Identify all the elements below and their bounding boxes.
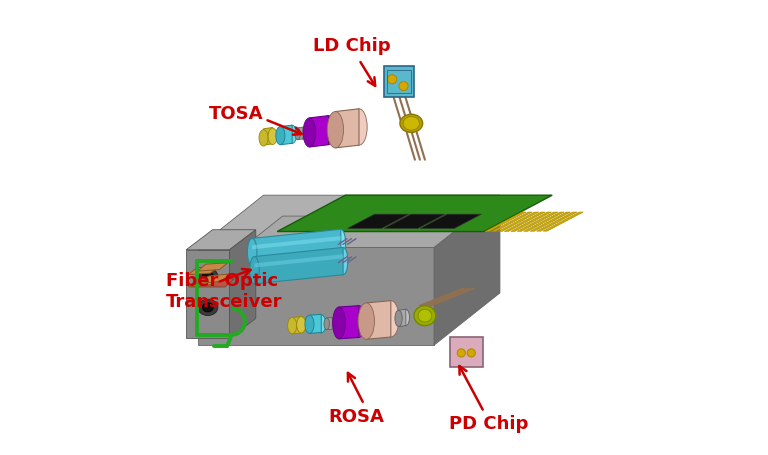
- Ellipse shape: [259, 131, 268, 147]
- Ellipse shape: [288, 318, 296, 334]
- Ellipse shape: [198, 299, 218, 316]
- Polygon shape: [298, 128, 303, 141]
- Text: Fiber Optic
Transceiver: Fiber Optic Transceiver: [166, 272, 283, 310]
- Polygon shape: [254, 255, 343, 268]
- Ellipse shape: [250, 257, 260, 284]
- Ellipse shape: [305, 315, 314, 334]
- Polygon shape: [326, 318, 333, 330]
- Ellipse shape: [303, 119, 316, 148]
- Polygon shape: [492, 212, 532, 232]
- Ellipse shape: [351, 110, 367, 146]
- Text: PD Chip: PD Chip: [449, 415, 528, 432]
- Polygon shape: [197, 263, 227, 272]
- Ellipse shape: [358, 303, 375, 339]
- Ellipse shape: [403, 117, 419, 131]
- Polygon shape: [187, 250, 230, 339]
- Text: LD Chip: LD Chip: [313, 37, 391, 55]
- Ellipse shape: [247, 239, 257, 266]
- Ellipse shape: [288, 126, 296, 144]
- Polygon shape: [336, 110, 359, 149]
- Polygon shape: [450, 337, 483, 368]
- Ellipse shape: [268, 129, 277, 145]
- Ellipse shape: [336, 230, 346, 257]
- Ellipse shape: [295, 129, 300, 141]
- Ellipse shape: [414, 306, 435, 326]
- Polygon shape: [197, 248, 434, 345]
- Polygon shape: [252, 230, 341, 266]
- Ellipse shape: [395, 310, 402, 327]
- Polygon shape: [543, 212, 584, 232]
- Polygon shape: [197, 196, 500, 248]
- Polygon shape: [348, 215, 409, 229]
- Polygon shape: [254, 248, 343, 284]
- Polygon shape: [434, 196, 500, 345]
- Polygon shape: [524, 212, 564, 232]
- Polygon shape: [530, 212, 571, 232]
- Polygon shape: [511, 212, 551, 232]
- Ellipse shape: [382, 301, 399, 337]
- Polygon shape: [505, 212, 545, 232]
- Polygon shape: [190, 279, 234, 287]
- Polygon shape: [243, 217, 474, 248]
- Ellipse shape: [322, 116, 335, 146]
- Polygon shape: [485, 212, 526, 232]
- Ellipse shape: [198, 268, 218, 285]
- Polygon shape: [517, 212, 558, 232]
- Polygon shape: [399, 309, 406, 327]
- Text: ROSA: ROSA: [329, 407, 385, 425]
- Ellipse shape: [333, 307, 346, 339]
- Polygon shape: [537, 212, 577, 232]
- Ellipse shape: [339, 248, 348, 275]
- Ellipse shape: [418, 309, 432, 322]
- Polygon shape: [277, 196, 552, 232]
- Polygon shape: [252, 237, 341, 250]
- Polygon shape: [200, 274, 230, 284]
- Ellipse shape: [399, 82, 408, 91]
- Ellipse shape: [203, 303, 214, 312]
- Ellipse shape: [203, 272, 214, 281]
- Ellipse shape: [402, 309, 409, 326]
- Ellipse shape: [316, 315, 326, 333]
- Polygon shape: [263, 128, 273, 146]
- Polygon shape: [420, 215, 482, 229]
- Text: TOSA: TOSA: [209, 105, 263, 123]
- Ellipse shape: [353, 306, 366, 338]
- Polygon shape: [310, 116, 329, 148]
- Polygon shape: [310, 314, 321, 334]
- Ellipse shape: [388, 76, 397, 85]
- Polygon shape: [280, 126, 292, 146]
- Ellipse shape: [457, 349, 465, 357]
- Ellipse shape: [329, 318, 335, 329]
- Polygon shape: [187, 230, 256, 250]
- Polygon shape: [339, 306, 359, 339]
- Ellipse shape: [300, 128, 306, 140]
- Polygon shape: [384, 215, 445, 229]
- Polygon shape: [292, 317, 301, 334]
- Polygon shape: [188, 278, 219, 287]
- Polygon shape: [366, 301, 391, 339]
- Polygon shape: [197, 253, 223, 327]
- Ellipse shape: [467, 349, 475, 357]
- Ellipse shape: [327, 112, 343, 149]
- Polygon shape: [188, 267, 219, 275]
- Ellipse shape: [296, 317, 306, 333]
- Ellipse shape: [400, 115, 422, 133]
- Ellipse shape: [276, 127, 285, 146]
- Polygon shape: [230, 230, 256, 339]
- Ellipse shape: [324, 318, 329, 330]
- Polygon shape: [498, 212, 538, 232]
- Polygon shape: [383, 67, 415, 98]
